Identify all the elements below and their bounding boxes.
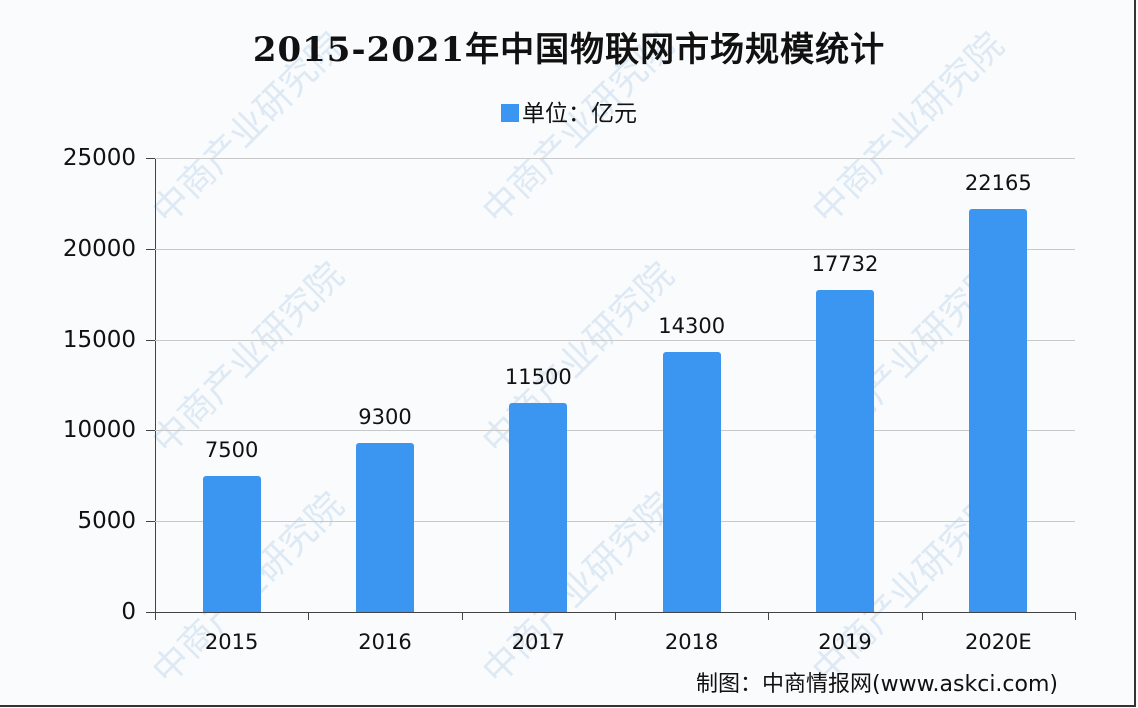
x-tick-label: 2016 <box>358 630 412 654</box>
x-tick-mark <box>308 612 310 620</box>
data-label: 14300 <box>658 314 726 339</box>
x-tick-mark <box>921 612 923 620</box>
data-label: 17732 <box>811 251 879 276</box>
y-tick-label: 20000 <box>62 235 136 262</box>
y-tick-mark <box>146 612 155 613</box>
data-label: 11500 <box>504 365 572 390</box>
y-tick-mark <box>146 430 155 432</box>
x-tick-mark <box>615 612 616 620</box>
gridline <box>155 339 1075 341</box>
y-tick-label: 15000 <box>62 326 136 353</box>
legend-label: 单位：亿元 <box>522 101 637 127</box>
y-tick-label: 10000 <box>62 417 136 444</box>
data-label: 7500 <box>204 437 259 462</box>
y-tick-label: 0 <box>121 599 136 625</box>
bar-2016 <box>356 443 414 612</box>
y-tick-mark <box>146 248 155 250</box>
y-tick-mark <box>146 521 155 523</box>
chart-title: 2015-2021年中国物联网市场规模统计 <box>252 30 886 70</box>
bar-2017 <box>509 403 568 612</box>
y-tick-mark <box>146 158 155 159</box>
x-tick-label: 2019 <box>818 630 872 654</box>
gridline <box>155 430 1075 432</box>
x-tick-label: 2015 <box>204 630 259 654</box>
y-axis <box>155 158 156 613</box>
data-label: 22165 <box>964 171 1032 196</box>
x-tick-label: 2017 <box>511 630 566 654</box>
bar-2019 <box>816 289 874 612</box>
y-tick-mark <box>146 339 155 341</box>
legend: 单位：亿元 <box>0 94 1138 128</box>
x-axis <box>146 612 1075 613</box>
bar-2018 <box>662 352 721 612</box>
x-tick-mark <box>461 612 463 620</box>
y-tick-label: 5000 <box>77 508 136 535</box>
bar-2015 <box>202 475 261 612</box>
data-label: 9300 <box>358 405 412 430</box>
legend-swatch-icon <box>501 104 519 122</box>
source-credit: 制图：中商情报网(www.askci.com) <box>696 672 1058 697</box>
x-tick-mark <box>768 612 770 620</box>
y-tick-label: 25000 <box>62 145 136 171</box>
bar-2020E <box>969 209 1028 612</box>
gridline <box>155 248 1075 250</box>
gridline <box>155 158 1075 159</box>
x-tick-mark <box>1075 612 1076 620</box>
x-tick-label: 2020E <box>964 630 1032 654</box>
x-tick-label: 2018 <box>664 630 719 654</box>
gridline <box>155 521 1075 523</box>
x-tick-mark <box>155 612 156 620</box>
